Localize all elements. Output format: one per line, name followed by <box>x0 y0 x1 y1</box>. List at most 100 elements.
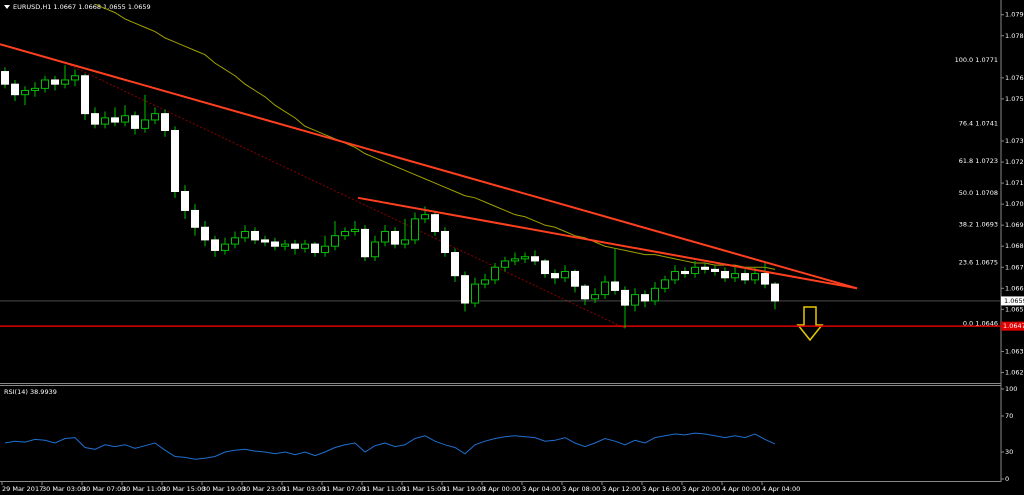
x-tick-label: 29 Mar 2017 <box>2 485 43 493</box>
current-price-label: 1.0659 <box>1004 297 1024 305</box>
x-tick-label: 31 Mar 15:00 <box>402 485 445 493</box>
candle-body <box>161 113 169 131</box>
candle-body <box>311 243 319 254</box>
candle-body <box>411 218 419 241</box>
x-tick-label: 4 Apr 00:00 <box>722 485 760 493</box>
candle-body <box>81 75 89 115</box>
support-label: 1.0647 <box>1003 322 1024 330</box>
candle-body <box>681 270 689 275</box>
candle-body <box>501 260 509 268</box>
trendline <box>0 43 858 290</box>
candle-body <box>451 252 459 277</box>
candle-body <box>91 113 99 125</box>
y-tick-label: 1.0665 <box>1005 284 1024 292</box>
candle-body <box>121 115 129 123</box>
x-tick-label: 31 Mar 03:00 <box>282 485 325 493</box>
candle-body <box>731 273 739 279</box>
candle-body <box>721 270 729 279</box>
candle-body <box>191 209 199 228</box>
y-tick-label: 1.0625 <box>1005 368 1024 376</box>
x-tick-label: 4 Apr 04:00 <box>762 485 800 493</box>
y-tick-label: 1.0655 <box>1005 305 1024 313</box>
candle-body <box>41 79 49 89</box>
candle-body <box>171 129 179 193</box>
candle-body <box>321 245 329 254</box>
candle-body <box>481 279 489 285</box>
candle-body <box>231 237 239 245</box>
fib-level-label: 23.6 1.0675 <box>959 258 998 266</box>
x-tick-label: 31 Mar 19:00 <box>442 485 485 493</box>
candle-body <box>491 266 499 281</box>
y-tick-label: 1.0735 <box>1005 137 1024 145</box>
x-tick-label: 30 Mar 07:00 <box>82 485 125 493</box>
candle-body <box>211 239 219 251</box>
candle-body <box>131 115 139 129</box>
indicator-header: RSI(14) 38.9939 <box>4 388 57 396</box>
candle-body <box>771 283 779 302</box>
current-price-tag <box>1001 296 1024 306</box>
candle-body <box>441 230 449 254</box>
y-tick-label: 0 <box>1005 475 1009 483</box>
x-tick-label: 30 Mar 15:00 <box>162 485 205 493</box>
candle-body <box>631 294 639 306</box>
candle-body <box>201 226 209 241</box>
candle-body <box>71 75 79 81</box>
fib-level-label: 100.0 1.0771 <box>955 56 998 64</box>
y-tick-label: 1.0795 <box>1005 11 1024 19</box>
candle-body <box>511 258 519 262</box>
candle-body <box>621 289 629 306</box>
candle-body <box>1 71 9 85</box>
candle-body <box>391 230 399 245</box>
candle-body <box>711 268 719 272</box>
y-tick-label: 1.0705 <box>1005 200 1024 208</box>
candle-body <box>361 228 369 258</box>
fib-level-label: 38.2 1.0693 <box>959 220 998 228</box>
candle-body <box>141 119 149 129</box>
candle-body <box>671 270 679 281</box>
candle-body <box>471 283 479 304</box>
candle-body <box>11 83 19 96</box>
fib-level-label: 76.4 1.0741 <box>959 119 998 127</box>
candle-body <box>651 287 659 302</box>
symbol-header: EURUSD,H1 1.0667 1.0668 1.0655 1.0659 <box>13 3 151 11</box>
y-tick-label: 1.0685 <box>1005 242 1024 250</box>
candle-body <box>351 228 359 232</box>
x-tick-label: 31 Mar 07:00 <box>322 485 365 493</box>
candle-body <box>271 241 279 247</box>
y-tick-label: 1.0785 <box>1005 32 1024 40</box>
candle-body <box>641 294 649 302</box>
down-arrow <box>796 306 824 342</box>
candle-body <box>581 285 589 300</box>
candle-body <box>761 273 769 285</box>
x-tick-label: 3 Apr 16:00 <box>642 485 680 493</box>
candle-body <box>591 294 599 300</box>
x-tick-label: 3 Apr 20:00 <box>682 485 720 493</box>
candle-body <box>461 275 469 304</box>
y-tick-label: 1.0675 <box>1005 263 1024 271</box>
candle-body <box>331 235 339 247</box>
y-tick-label: 100 <box>1005 385 1017 393</box>
y-tick-label: 1.0755 <box>1005 95 1024 103</box>
candle-body <box>531 256 539 262</box>
x-tick-label: 3 Apr 04:00 <box>522 485 560 493</box>
candle-body <box>241 230 249 239</box>
fib-level-label: 61.8 1.0723 <box>959 157 998 165</box>
candle-body <box>741 273 749 281</box>
candle-body <box>51 79 59 85</box>
candle-body <box>341 230 349 237</box>
support-tag <box>1001 321 1024 331</box>
y-tick-label: 30 <box>1005 448 1013 456</box>
symbol-menu-icon[interactable] <box>4 5 10 9</box>
y-tick-label: 1.0695 <box>1005 221 1024 229</box>
moving-average <box>94 3 776 270</box>
candle-body <box>221 243 229 251</box>
candle-body <box>701 266 709 270</box>
candle-body <box>101 117 109 125</box>
candle-body <box>661 279 669 289</box>
candle-body <box>301 243 309 249</box>
x-tick-label: 31 Mar 11:00 <box>362 485 405 493</box>
candle-body <box>751 273 759 281</box>
candle-body <box>31 87 39 91</box>
fib-level-label: 0.0 1.0646 <box>963 319 998 327</box>
